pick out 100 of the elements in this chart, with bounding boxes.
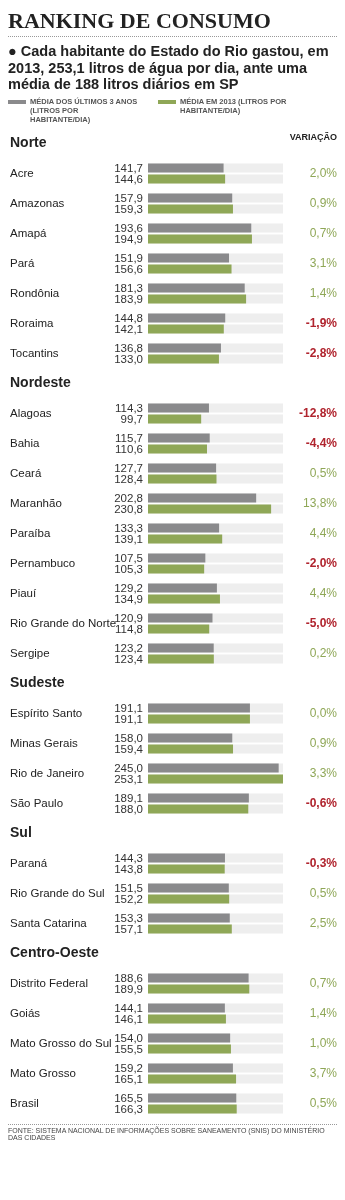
data-label: 183,9 <box>114 293 143 305</box>
data-label: 107,5 <box>114 552 143 564</box>
text: -12,8% <box>298 405 337 422</box>
data-label: 123,4 <box>114 653 144 665</box>
text: -5,0% <box>305 615 337 632</box>
data-label: 114,8 <box>115 623 143 635</box>
data-label: 141,7 <box>114 162 143 174</box>
data-label: 159,4 <box>114 743 144 755</box>
text: -2,8% <box>305 345 337 362</box>
data-label: 230,8 <box>114 503 143 515</box>
data-label: 155,5 <box>114 1043 143 1055</box>
y-tick-label: Ceará <box>10 467 42 480</box>
data-label: 188,6 <box>114 972 143 984</box>
y-tick-label: Paraná <box>10 857 48 870</box>
text: 2,5% <box>309 915 337 932</box>
data-label: 202,8 <box>114 492 143 504</box>
y-tick-label: São Paulo <box>10 797 64 810</box>
y-tick-label: Rio Grande do Norte <box>10 617 117 630</box>
y-tick-label: Tocantins <box>10 347 59 360</box>
data-label: 191,1 <box>114 713 143 725</box>
text: 0,9% <box>309 195 337 212</box>
data-label: 129,2 <box>114 582 143 594</box>
text: 1,4% <box>309 285 337 302</box>
data-label: 144,6 <box>114 173 143 185</box>
y-tick-label: Espírito Santo <box>10 707 83 720</box>
data-label: 134,9 <box>114 593 143 605</box>
data-label: 136,8 <box>114 342 143 354</box>
y-tick-label: Roraima <box>10 317 55 330</box>
y-tick-label: Brasil <box>10 1097 39 1110</box>
y-tick-label: Piauí <box>10 587 38 600</box>
data-label: 157,1 <box>114 923 143 935</box>
data-label: 123,2 <box>114 642 143 654</box>
data-label: 144,3 <box>114 852 143 864</box>
text: 1,0% <box>309 1035 337 1052</box>
chart-subtitle: ● Cada habitante do Estado do Rio gastou, em 2013, 253,1 litros de água por dia, ante uma média de 188 litros diários em SP <box>8 43 330 94</box>
data-label: 165,5 <box>114 1092 143 1104</box>
data-label: 146,1 <box>114 1013 143 1025</box>
data-label: 99,7 <box>120 413 143 425</box>
text: 2,0% <box>309 165 337 182</box>
y-tick-label: Rio de Janeiro <box>10 767 85 780</box>
data-label: 159,2 <box>114 1062 143 1074</box>
y-tick-label: Pernambuco <box>10 557 76 570</box>
y-tick-label: Mato Grosso <box>10 1067 76 1080</box>
y-tick-label: Maranhão <box>10 497 62 510</box>
data-label: 139,1 <box>114 533 143 545</box>
y-tick-label: Bahia <box>10 437 41 450</box>
y-tick-label: Alagoas <box>10 407 52 420</box>
data-label: 151,9 <box>114 252 143 264</box>
data-label: 165,1 <box>114 1073 143 1085</box>
data-label: 189,1 <box>114 792 143 804</box>
data-label: 120,9 <box>114 612 143 624</box>
y-tick-label: Amazonas <box>10 197 65 210</box>
text: -0,6% <box>305 795 337 812</box>
data-label: 245,0 <box>114 762 143 774</box>
y-tick-label: Distrito Federal <box>10 977 88 990</box>
y-tick-label: Rondônia <box>10 287 60 300</box>
text: 0,9% <box>309 735 337 752</box>
data-label: 158,0 <box>114 732 143 744</box>
text: 3,1% <box>309 255 337 272</box>
data-label: 188,0 <box>114 803 143 815</box>
text: 4,4% <box>309 525 337 542</box>
y-tick-label: Sergipe <box>10 647 50 660</box>
y-tick-label: Nordeste <box>10 374 71 391</box>
data-label: 133,0 <box>114 353 143 365</box>
data-label: 114,3 <box>115 402 143 414</box>
text: 0,0% <box>309 705 337 722</box>
y-tick-label: Norte <box>10 134 47 151</box>
y-tick-label: Santa Catarina <box>10 917 88 930</box>
text: 0,5% <box>309 1095 337 1112</box>
y-tick-label: Minas Gerais <box>10 737 78 750</box>
text: -2,0% <box>305 555 337 572</box>
data-label: 253,1 <box>114 773 143 785</box>
data-label: 151,5 <box>114 882 143 894</box>
text: 0,5% <box>309 465 337 482</box>
data-label: 181,3 <box>114 282 143 294</box>
data-label: 191,1 <box>114 702 143 714</box>
text: 0,5% <box>309 885 337 902</box>
data-label: 154,0 <box>114 1032 143 1044</box>
data-label: 193,6 <box>114 222 143 234</box>
data-label: 127,7 <box>114 462 143 474</box>
text: 0,7% <box>309 975 337 992</box>
text: 0,7% <box>309 225 337 242</box>
y-tick-label: Rio Grande do Sul <box>10 887 105 900</box>
data-label: 156,6 <box>114 263 143 275</box>
y-tick-label: Sul <box>10 824 32 841</box>
data-label: 152,2 <box>114 893 143 905</box>
text: -0,3% <box>305 855 337 872</box>
data-label: 157,9 <box>114 192 143 204</box>
data-label: 133,3 <box>114 522 143 534</box>
data-label: 115,7 <box>115 432 143 444</box>
y-tick-label: Amapá <box>10 227 48 240</box>
text: 1,4% <box>309 1005 337 1022</box>
y-tick-label: Pará <box>10 257 35 270</box>
text: -1,9% <box>305 315 337 332</box>
data-label: 189,9 <box>114 983 143 995</box>
data-label: 159,3 <box>114 203 143 215</box>
data-label: 153,3 <box>114 912 143 924</box>
text: 3,3% <box>309 765 337 782</box>
data-label: 142,1 <box>114 323 143 335</box>
data-label: 194,9 <box>114 233 143 245</box>
